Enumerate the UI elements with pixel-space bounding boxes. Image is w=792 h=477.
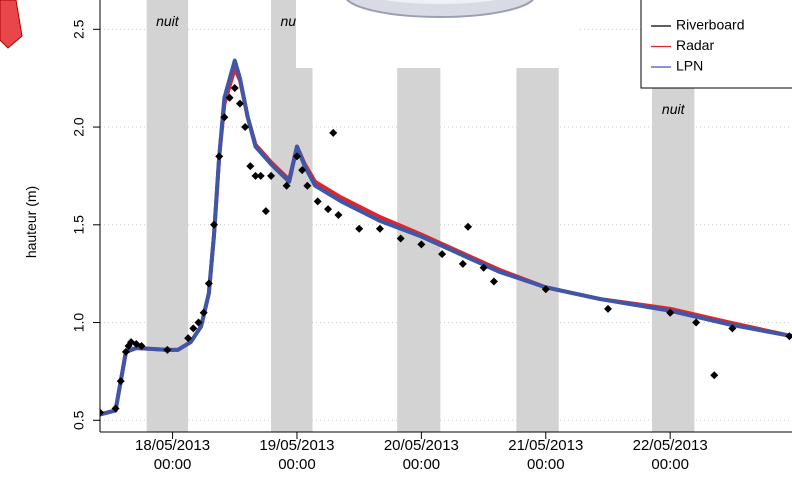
data-point <box>604 305 612 313</box>
page: nuitnuitnuit 0.51.01.52.02.5 RiverboardR… <box>0 0 792 477</box>
night-label: nuit <box>662 101 686 117</box>
x-tick-label: 20/05/2013 00:00 <box>366 436 476 474</box>
chart: nuitnuitnuit 0.51.01.52.02.5 RiverboardR… <box>0 0 792 477</box>
data-point <box>314 197 322 205</box>
data-point <box>464 223 472 231</box>
data-point <box>257 172 265 180</box>
data-point <box>490 277 498 285</box>
y-tick-label: 2.0 <box>71 117 87 137</box>
data-point <box>376 225 384 233</box>
y-axis-title: hauteur (m) <box>23 186 39 258</box>
data-point <box>246 162 254 170</box>
y-tick-label: 2.5 <box>71 19 87 39</box>
x-tick-label: 18/05/2013 00:00 <box>118 436 228 474</box>
red-arrow <box>0 0 22 48</box>
data-point <box>329 129 337 137</box>
legend-label: Radar <box>676 37 714 53</box>
data-point <box>231 84 239 92</box>
legend: Riverboard Radar LPN <box>641 0 792 88</box>
data-point <box>117 377 125 385</box>
y-tick-label: 1.0 <box>71 313 87 333</box>
data-point <box>334 211 342 219</box>
data-point <box>710 371 718 379</box>
x-tick-label: 21/05/2013 00:00 <box>491 436 601 474</box>
x-tick-label: 22/05/2013 00:00 <box>615 436 725 474</box>
data-point <box>324 205 332 213</box>
y-tick-label: 0.5 <box>71 410 87 430</box>
x-tick-label: 19/05/2013 00:00 <box>242 436 352 474</box>
data-point <box>355 225 363 233</box>
legend-label: Riverboard <box>676 17 744 33</box>
night-label: nuit <box>156 13 180 29</box>
y-tick-label: 1.5 <box>71 215 87 235</box>
data-point <box>459 260 467 268</box>
data-point <box>262 207 270 215</box>
legend-label: LPN <box>676 58 703 74</box>
data-point <box>215 152 223 160</box>
overlay-image <box>296 0 580 68</box>
night-band <box>147 0 188 432</box>
